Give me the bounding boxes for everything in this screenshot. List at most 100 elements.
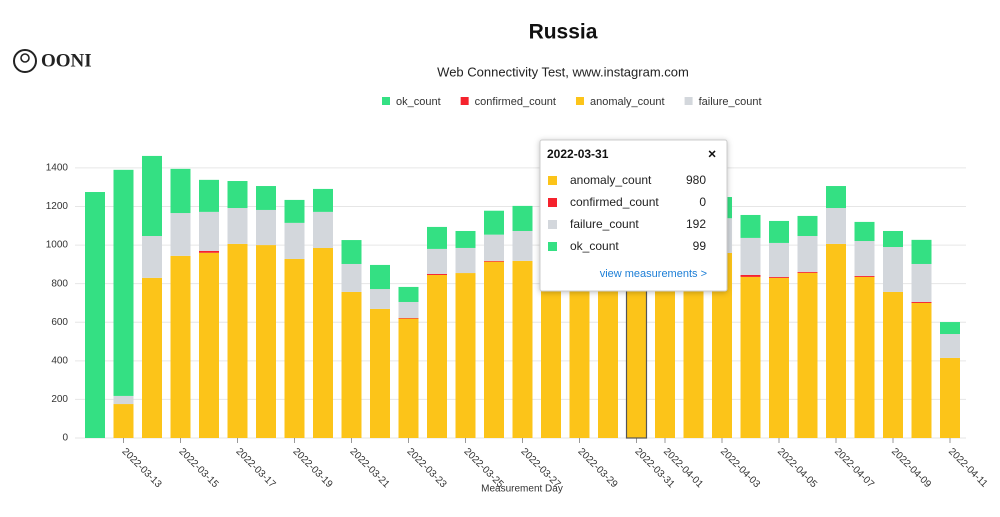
bar-segment (797, 235, 818, 272)
logo-icon (13, 49, 37, 73)
x-axis-label: Measurement Day (481, 484, 563, 495)
bar-segment (740, 237, 761, 275)
bar-segment (142, 235, 162, 278)
bar-segment (655, 252, 675, 438)
bar-segment (769, 277, 789, 438)
x-tick-label: 2022-03-29 (576, 446, 620, 490)
bar-segment (854, 221, 875, 242)
tooltip: 2022-03-31 × anomaly_count 980 confirmed_cou… (539, 139, 728, 292)
tooltip-swatch (548, 198, 557, 207)
x-tick-label: 2022-03-17 (234, 446, 278, 490)
bar-segment (512, 260, 533, 438)
tooltip-value: 980 (686, 173, 706, 187)
bar-segment (370, 264, 390, 290)
logo: OONI (13, 49, 92, 73)
bar-segment (427, 274, 447, 275)
bar-segment (512, 230, 533, 261)
legend-label[interactable]: anomaly_count (590, 96, 665, 108)
bar-segment (883, 246, 903, 292)
bar-segment (85, 192, 105, 438)
logo-icon (20, 53, 30, 63)
tooltip-close[interactable]: × (708, 146, 716, 162)
bar-segment (398, 317, 419, 319)
legend-label[interactable]: ok_count (396, 96, 441, 108)
bar-segment (883, 291, 903, 438)
bar-segment (341, 240, 362, 264)
legend-label[interactable]: confirmed_count (475, 96, 556, 108)
bar-segment (341, 263, 362, 292)
x-tick-label: 2022-04-03 (718, 446, 762, 490)
bar-segment (854, 275, 875, 277)
bar-segment (826, 186, 846, 209)
legend-swatch (460, 97, 469, 105)
bar-segment (142, 155, 162, 236)
y-tick-label: 800 (51, 278, 68, 289)
bar-segment (199, 250, 219, 253)
y-tick-label: 0 (62, 433, 68, 444)
bar-segment (940, 322, 960, 335)
bar-segment (199, 211, 219, 251)
bar-segment (427, 226, 447, 249)
bar-segment (797, 272, 818, 438)
bar-segment (940, 334, 960, 358)
bar-segment (911, 263, 932, 302)
legend-swatch (575, 97, 584, 105)
bar-segment (398, 301, 419, 318)
y-tick-label: 400 (51, 355, 68, 366)
y-tick-label: 600 (51, 317, 68, 328)
bar-segment (227, 243, 248, 438)
x-tick-label: 2022-03-23 (405, 446, 449, 490)
bar-segment (256, 245, 276, 438)
bar-segment (455, 273, 476, 438)
y-tick-label: 200 (51, 394, 68, 405)
bar-segment (797, 271, 818, 273)
bar-segment (826, 243, 846, 438)
bar-segment (427, 274, 447, 438)
bar-segment (484, 260, 504, 262)
bar-segment (911, 301, 932, 303)
tooltip-value: 192 (686, 217, 706, 231)
bar-segment (683, 254, 704, 438)
bar-segment (598, 263, 618, 438)
tooltip-value: 99 (693, 239, 707, 253)
bar-segment (256, 186, 276, 210)
bar-segment (712, 252, 732, 438)
bar-segment (826, 208, 846, 244)
bar-segment (313, 188, 333, 212)
bar-segment (854, 276, 875, 438)
tooltip-swatch (548, 176, 557, 185)
bar-segment (911, 239, 932, 264)
x-tick-label: 2022-04-09 (889, 446, 933, 490)
bar-segment (113, 169, 134, 396)
legend-swatch (684, 97, 693, 105)
x-tick-label: 2022-04-11 (946, 446, 990, 490)
tooltip-label: ok_count (570, 239, 619, 253)
bar-segment (227, 181, 248, 209)
x-tick-label: 2022-04-05 (775, 446, 819, 490)
tooltip-box (539, 139, 728, 292)
bar-segment (797, 215, 818, 236)
bar-segment (227, 208, 248, 244)
chart-subtitle: Web Connectivity Test, www.instagram.com (437, 64, 689, 79)
bar-segment (313, 247, 333, 438)
bar-segment (455, 247, 476, 274)
bar-segment (484, 210, 504, 235)
legend: ok_count confirmed_count anomaly_count fail… (382, 96, 762, 108)
y-tick-label: 1200 (46, 201, 69, 212)
bar-segment (370, 308, 390, 438)
x-tick-label: 2022-03-21 (348, 446, 392, 490)
bar-segment (740, 274, 761, 277)
bar-segment (541, 264, 561, 438)
bar-segment (455, 230, 476, 248)
bar-segment (256, 209, 276, 246)
bar-segment (484, 234, 504, 261)
legend-swatch (382, 97, 390, 105)
bar-segment (427, 248, 447, 275)
legend-label[interactable]: failure_count (699, 96, 762, 108)
x-tick-label: 2022-04-07 (832, 446, 876, 490)
tooltip-link[interactable]: view measurements > (600, 268, 707, 280)
bar-segment (113, 404, 134, 438)
bar-segment (911, 302, 932, 438)
